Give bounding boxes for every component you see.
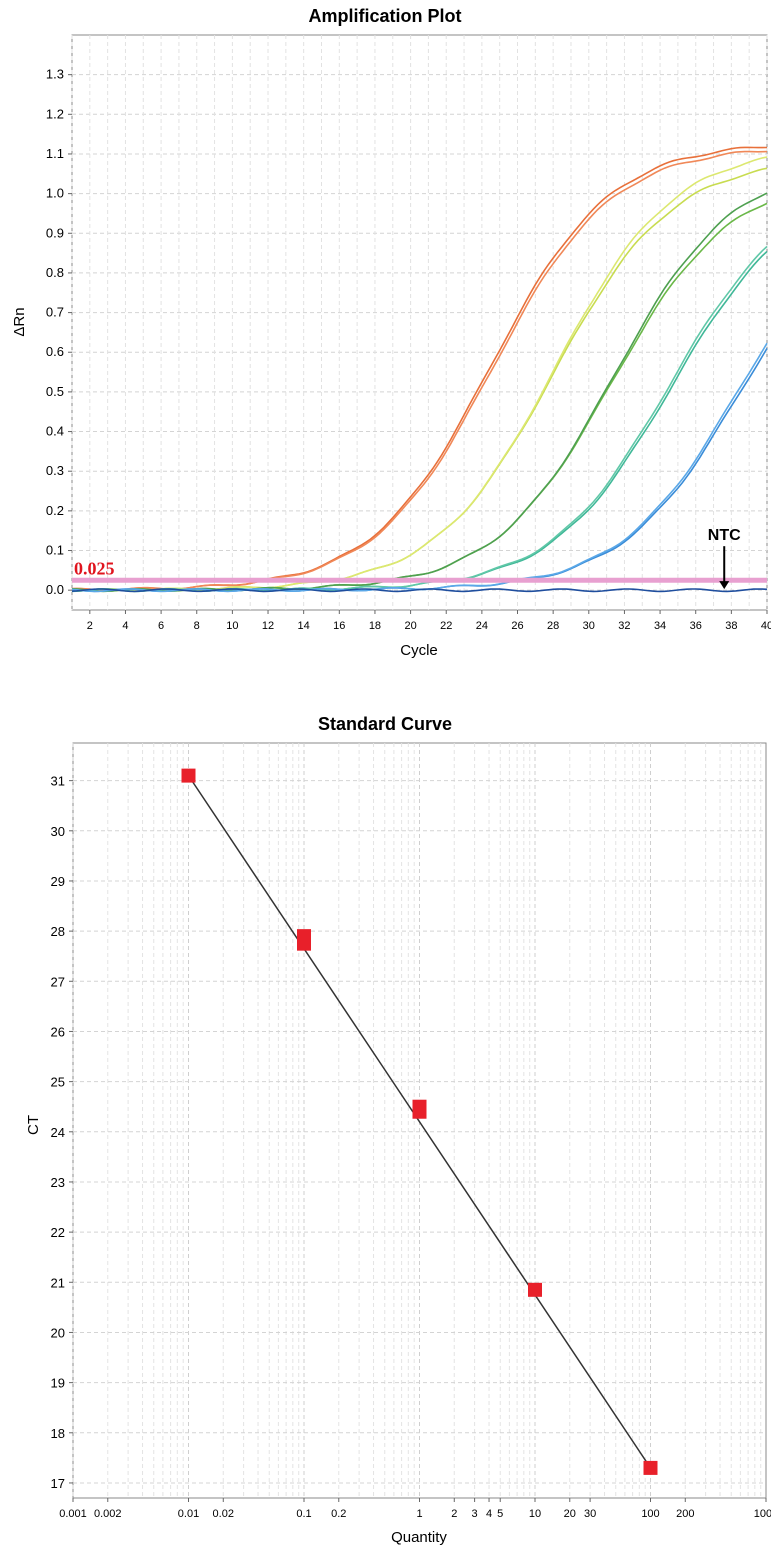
amplification-curve: [71, 150, 768, 592]
standard-curve-point: [297, 929, 311, 944]
y-tick-label: 0.5: [46, 384, 64, 399]
x-tick-label: 20: [564, 1508, 576, 1520]
amplification-plot-area: [71, 34, 768, 611]
x-tick-label: 12: [262, 620, 274, 632]
standard-curve-point: [643, 1460, 658, 1475]
amplification-x-axis-label: Cycle: [400, 642, 438, 659]
x-tick-label: 10: [226, 620, 238, 632]
amplification-y-ticks: 0.0 0.1 0.2 0.3 0.4 0.5 0.6 0.7 0.8 0.9 1.0 1.1 1.2 1…: [46, 67, 72, 597]
y-tick-label: 1.3: [46, 67, 64, 82]
y-tick-label: 0.0: [46, 582, 64, 597]
x-tick-label: 36: [690, 620, 702, 632]
x-tick-label: 0.2: [331, 1508, 346, 1520]
y-tick-label: 0.8: [46, 265, 64, 280]
x-tick-label: 22: [440, 620, 452, 632]
threshold-label: 0.025: [74, 558, 115, 578]
y-tick-label: 28: [51, 924, 65, 939]
standard-curve-point: [528, 1282, 542, 1297]
amplification-grid: [71, 35, 768, 610]
y-tick-label: 26: [51, 1024, 65, 1039]
y-tick-label: 1.2: [46, 106, 64, 121]
y-tick-label: 21: [51, 1275, 65, 1290]
y-tick-label: 17: [51, 1476, 65, 1491]
x-tick-label: 4: [486, 1508, 492, 1520]
standard-curve-x-axis-label: Quantity: [391, 1529, 447, 1546]
x-tick-label: 3: [472, 1508, 478, 1520]
y-tick-label: 27: [51, 974, 65, 989]
x-tick-label: 2: [87, 620, 93, 632]
standard-curve-grid: [72, 743, 766, 1498]
y-tick-label: 0.1: [46, 543, 64, 558]
y-tick-label: 0.7: [46, 305, 64, 320]
y-tick-label: 18: [51, 1426, 65, 1441]
standard-curve-y-axis-label: CT: [25, 1115, 42, 1135]
x-tick-label: 18: [369, 620, 381, 632]
x-tick-label: 34: [654, 620, 666, 632]
y-tick-label: 1.1: [46, 146, 64, 161]
x-tick-label: 10: [529, 1508, 541, 1520]
ntc-arrow-head: [719, 581, 730, 590]
amplification-y-axis-label: ΔRn: [11, 307, 28, 336]
y-tick-label: 0.4: [46, 424, 64, 439]
x-tick-label: 32: [618, 620, 630, 632]
y-tick-label: 25: [51, 1075, 65, 1090]
y-tick-label: 0.2: [46, 503, 64, 518]
y-tick-label: 1.0: [46, 186, 64, 201]
standard-curve-x-ticks: 0.001 0.002 0.01 0.02 0.1 0.2 1 2 3 4 5 10 20 30 100 20…: [59, 1498, 771, 1520]
x-tick-label: 200: [676, 1508, 694, 1520]
standard-curve-fit-line: [187, 775, 652, 1469]
x-tick-label: 1000: [754, 1508, 771, 1520]
x-tick-label: 40: [761, 620, 771, 632]
ntc-arrow: [719, 546, 730, 590]
y-tick-label: 24: [51, 1125, 65, 1140]
x-tick-label: 38: [725, 620, 737, 632]
x-tick-label: 8: [194, 620, 200, 632]
standard-curve-title: Standard Curve: [318, 714, 452, 734]
y-tick-label: 29: [51, 874, 65, 889]
x-tick-label: 14: [298, 620, 310, 632]
x-tick-label: 6: [158, 620, 164, 632]
amplification-plot: Amplification Plot 0.0 0.1 0.2 0.3 0.4 0.5 0.6…: [11, 6, 771, 659]
x-tick-label: 30: [584, 1508, 596, 1520]
amplification-plot-title: Amplification Plot: [309, 6, 462, 26]
x-tick-label: 0.001: [59, 1508, 87, 1520]
x-tick-label: 20: [404, 620, 416, 632]
amplification-curves: [71, 146, 768, 593]
amplification-curve: [71, 588, 768, 593]
x-tick-label: 0.01: [178, 1508, 199, 1520]
standard-curve-points: [181, 768, 658, 1475]
y-tick-label: 0.6: [46, 344, 64, 359]
x-tick-label: 2: [451, 1508, 457, 1520]
standard-curve-y-ticks: 17 18 19 20 21 22 23 24 25 26 27 28 29 30 31: [51, 774, 73, 1491]
x-tick-label: 1: [416, 1508, 422, 1520]
y-tick-label: 19: [51, 1376, 65, 1391]
y-tick-label: 0.3: [46, 463, 64, 478]
x-tick-label: 0.002: [94, 1508, 122, 1520]
x-tick-label: 5: [497, 1508, 503, 1520]
y-tick-label: 22: [51, 1225, 65, 1240]
y-tick-label: 20: [51, 1325, 65, 1340]
y-tick-label: 0.9: [46, 225, 64, 240]
x-tick-label: 30: [583, 620, 595, 632]
ntc-annotation: NTC: [708, 527, 741, 544]
x-tick-label: 0.02: [213, 1508, 234, 1520]
standard-curve: Standard Curve 1718192021222324252627282…: [25, 714, 771, 1546]
x-tick-label: 26: [511, 620, 523, 632]
standard-curve-point: [412, 1099, 427, 1114]
x-tick-label: 24: [476, 620, 488, 632]
x-tick-label: 100: [641, 1508, 659, 1520]
x-tick-label: 4: [122, 620, 128, 632]
y-tick-label: 30: [51, 824, 65, 839]
x-tick-label: 0.1: [296, 1508, 311, 1520]
x-tick-label: 16: [333, 620, 345, 632]
standard-curve-point: [181, 768, 196, 783]
amplification-x-ticks: 2 4 6 8 10 12 14 16 18 20 22 24 26 28 30 32 34 36 38 40: [87, 610, 771, 632]
x-tick-label: 28: [547, 620, 559, 632]
y-tick-label: 23: [51, 1175, 65, 1190]
y-tick-label: 31: [51, 774, 65, 789]
